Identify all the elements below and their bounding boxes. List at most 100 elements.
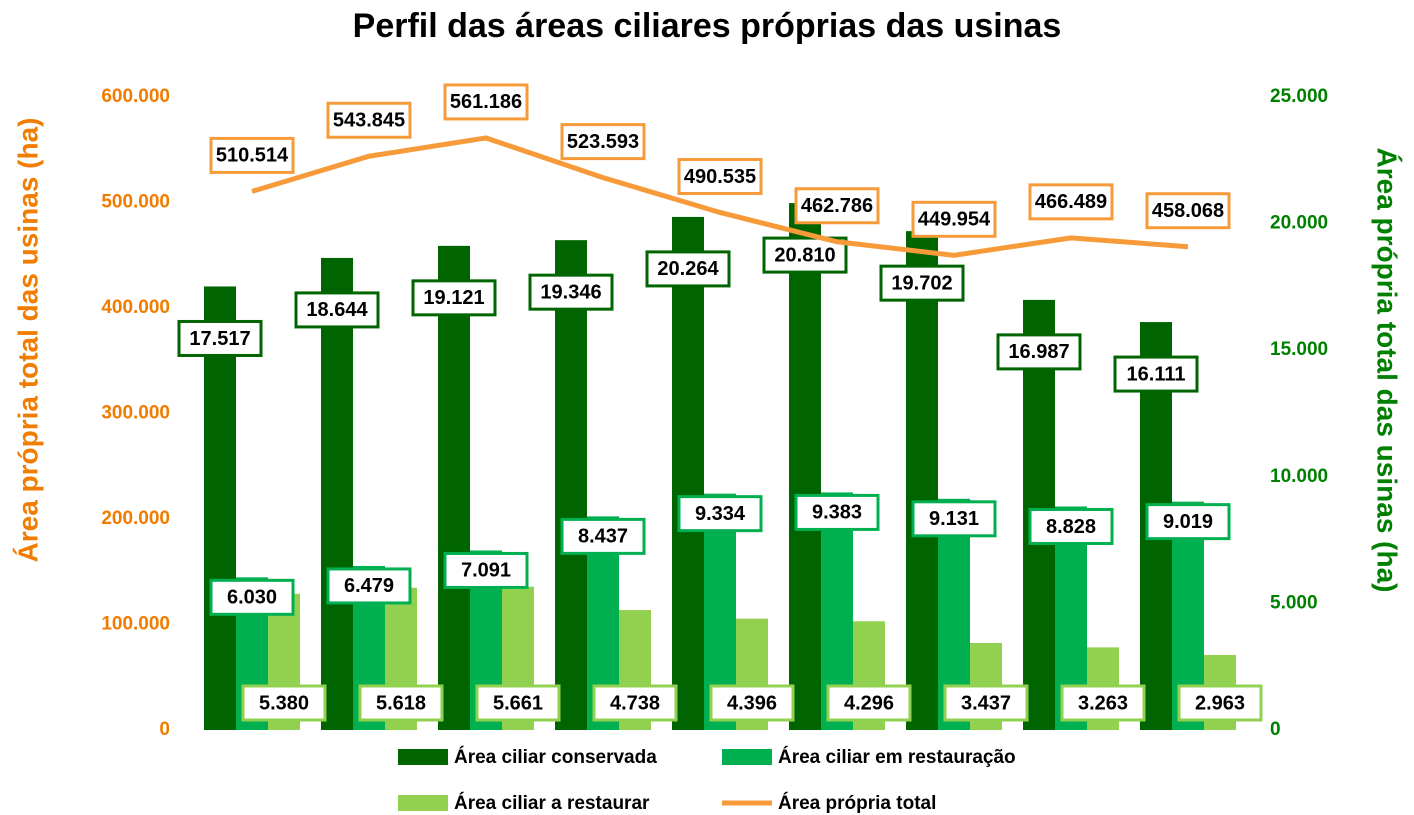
data-label-box [943,684,1029,722]
data-label-box [1028,507,1114,545]
data-label: 561.186 [450,91,522,113]
legend-label: Área ciliar conservada [454,746,657,768]
data-label-box [209,136,295,174]
y-tick-label: 600.000 [101,86,170,107]
data-label: 5.380 [259,692,309,714]
bar [204,286,236,730]
data-label-box [326,101,412,139]
y2-tick-label: 0 [1270,719,1281,740]
y2-tick-label: 15.000 [1270,339,1328,360]
data-label: 2.963 [1195,692,1245,714]
y-tick-label: 100.000 [101,614,170,635]
data-label: 9.334 [695,503,746,525]
data-label-box [1177,684,1263,722]
data-label: 20.264 [657,258,719,280]
data-label: 510.514 [216,145,289,167]
legend-swatch [398,749,448,765]
data-label-box [411,279,497,317]
data-label: 16.987 [1008,341,1069,363]
data-label-box [358,684,444,722]
data-label: 4.738 [610,692,660,714]
legend-swatch [398,795,448,811]
data-label: 4.296 [844,692,894,714]
data-label-box [709,684,795,722]
y-tick-label: 300.000 [101,403,170,424]
data-label-box [1113,355,1199,393]
data-label: 466.489 [1035,191,1107,213]
data-label-box [996,333,1082,371]
data-label: 523.593 [567,131,639,153]
y2-tick-label: 5.000 [1270,592,1318,613]
data-label: 6.030 [227,587,277,609]
y-tick-label: 200.000 [101,508,170,529]
data-label-box [443,551,529,589]
data-label: 20.810 [774,244,835,266]
data-label: 17.517 [189,328,250,350]
data-label: 8.828 [1046,516,1096,538]
data-label: 19.121 [423,287,484,309]
y-axis-title: Área própria total das usinas (ha) [12,118,43,563]
data-label-box [326,567,412,605]
data-label-box [528,273,614,311]
data-label-box [762,236,848,274]
data-label-box [592,684,678,722]
data-label-box [1028,183,1114,221]
data-label-box [443,83,529,121]
data-label: 3.263 [1078,692,1128,714]
bar [906,231,938,730]
data-label-box [794,187,880,225]
bar [672,216,704,730]
data-label: 19.346 [540,281,601,303]
data-label: 19.702 [891,272,952,294]
data-label-box [241,684,327,722]
data-label-box [677,495,763,533]
legend-label: Área ciliar a restaurar [454,792,650,814]
line [251,135,1189,258]
data-label-box [1145,503,1231,541]
bar [555,240,587,730]
y-tick-label: 0 [159,719,170,740]
chart-title: Perfil das áreas ciliares próprias das u… [353,7,1062,45]
legend-swatch [722,749,772,765]
legend-label: Área própria total [778,792,936,814]
data-label-box [645,250,731,288]
data-label-box [475,684,561,722]
data-label-box [560,123,646,161]
y-tick-label: 500.000 [101,192,170,213]
data-label: 4.396 [727,692,777,714]
data-label-box [209,578,295,616]
data-label: 5.661 [493,692,543,714]
data-label: 462.786 [801,195,873,217]
data-label-box [826,684,912,722]
bar [789,203,821,730]
y2-tick-label: 25.000 [1270,86,1328,107]
data-label-box [911,200,997,238]
data-label-box [677,157,763,195]
data-label-box [177,319,263,357]
data-label: 490.535 [684,166,756,188]
data-label: 9.131 [929,508,979,530]
data-label-box [794,493,880,531]
data-label: 9.019 [1163,511,1213,533]
data-label-box [1145,192,1231,230]
bar [438,245,470,731]
data-label-box [911,500,997,538]
data-label: 9.383 [812,502,862,524]
y2-tick-label: 10.000 [1270,466,1328,487]
data-label: 5.618 [376,692,426,714]
data-label: 7.091 [461,560,511,582]
data-label-box [294,291,380,329]
data-label-box [879,264,965,302]
y2-axis-title: Área própria total das usinas (ha) [1372,148,1403,593]
data-label: 3.437 [961,692,1011,714]
y2-tick-label: 20.000 [1270,213,1328,234]
data-label: 543.845 [333,110,405,132]
y-tick-label: 400.000 [101,297,170,318]
data-label-box [1060,684,1146,722]
data-label: 449.954 [918,209,991,231]
data-label: 16.111 [1127,363,1186,385]
bar [321,257,353,730]
legend-label: Área ciliar em restauração [778,746,1016,768]
data-label-box [560,517,646,555]
